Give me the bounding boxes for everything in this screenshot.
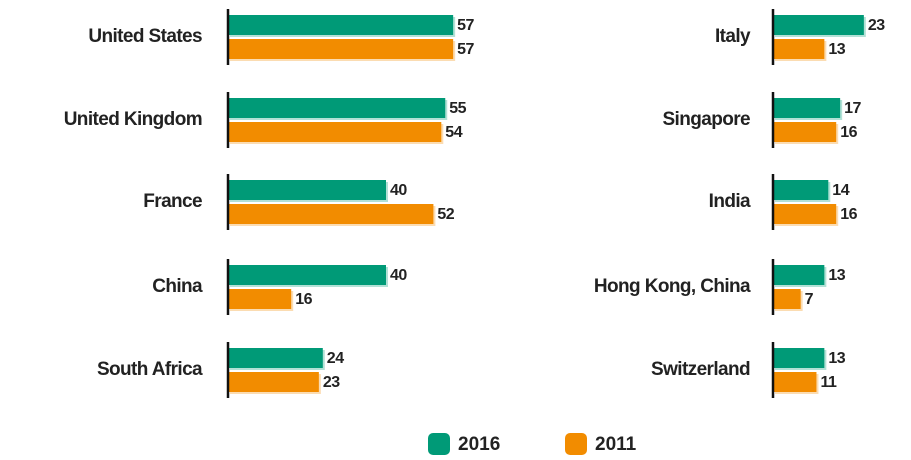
bar <box>228 289 292 309</box>
legend-swatch <box>428 433 450 455</box>
bar <box>228 122 442 142</box>
category-label: Italy <box>715 26 751 47</box>
value-label: 23 <box>868 17 885 34</box>
category-label: China <box>152 276 203 297</box>
bar <box>228 204 434 224</box>
legend-label: 2011 <box>595 434 637 455</box>
bar <box>773 204 837 224</box>
value-label: 13 <box>828 350 845 367</box>
value-label: 7 <box>805 291 814 308</box>
bar <box>773 15 864 35</box>
bar <box>228 39 454 59</box>
value-label: 11 <box>820 374 837 391</box>
value-label: 16 <box>840 206 857 223</box>
bar <box>773 122 837 142</box>
value-label: 13 <box>828 41 845 58</box>
category-label: Switzerland <box>651 359 750 380</box>
bar <box>773 39 825 59</box>
category-label: United States <box>88 26 202 47</box>
value-label: 17 <box>844 100 861 117</box>
bar <box>773 372 817 392</box>
value-label: 54 <box>445 124 462 141</box>
bar <box>228 372 319 392</box>
category-label: India <box>709 191 751 212</box>
bar <box>773 98 841 118</box>
value-label: 40 <box>390 182 407 199</box>
bar <box>773 180 829 200</box>
category-label: France <box>143 191 202 212</box>
value-label: 57 <box>457 17 474 34</box>
bar <box>228 98 446 118</box>
value-label: 40 <box>390 267 407 284</box>
bar <box>773 265 825 285</box>
value-label: 52 <box>437 206 454 223</box>
legend-swatch <box>565 433 587 455</box>
value-label: 23 <box>323 374 340 391</box>
bar <box>228 15 454 35</box>
value-label: 16 <box>295 291 312 308</box>
value-label: 14 <box>832 182 849 199</box>
value-label: 57 <box>457 41 474 58</box>
value-label: 13 <box>828 267 845 284</box>
value-label: 55 <box>449 100 466 117</box>
legend-label: 2016 <box>458 434 500 455</box>
category-label: United Kingdom <box>64 109 202 130</box>
value-label: 16 <box>840 124 857 141</box>
bar <box>228 265 386 285</box>
category-label: Singapore <box>662 109 750 130</box>
bar <box>773 289 801 309</box>
category-label: Hong Kong, China <box>594 276 751 297</box>
bar <box>773 348 825 368</box>
value-label: 24 <box>327 350 344 367</box>
bar <box>228 348 323 368</box>
category-label: South Africa <box>97 359 203 380</box>
bar <box>228 180 386 200</box>
